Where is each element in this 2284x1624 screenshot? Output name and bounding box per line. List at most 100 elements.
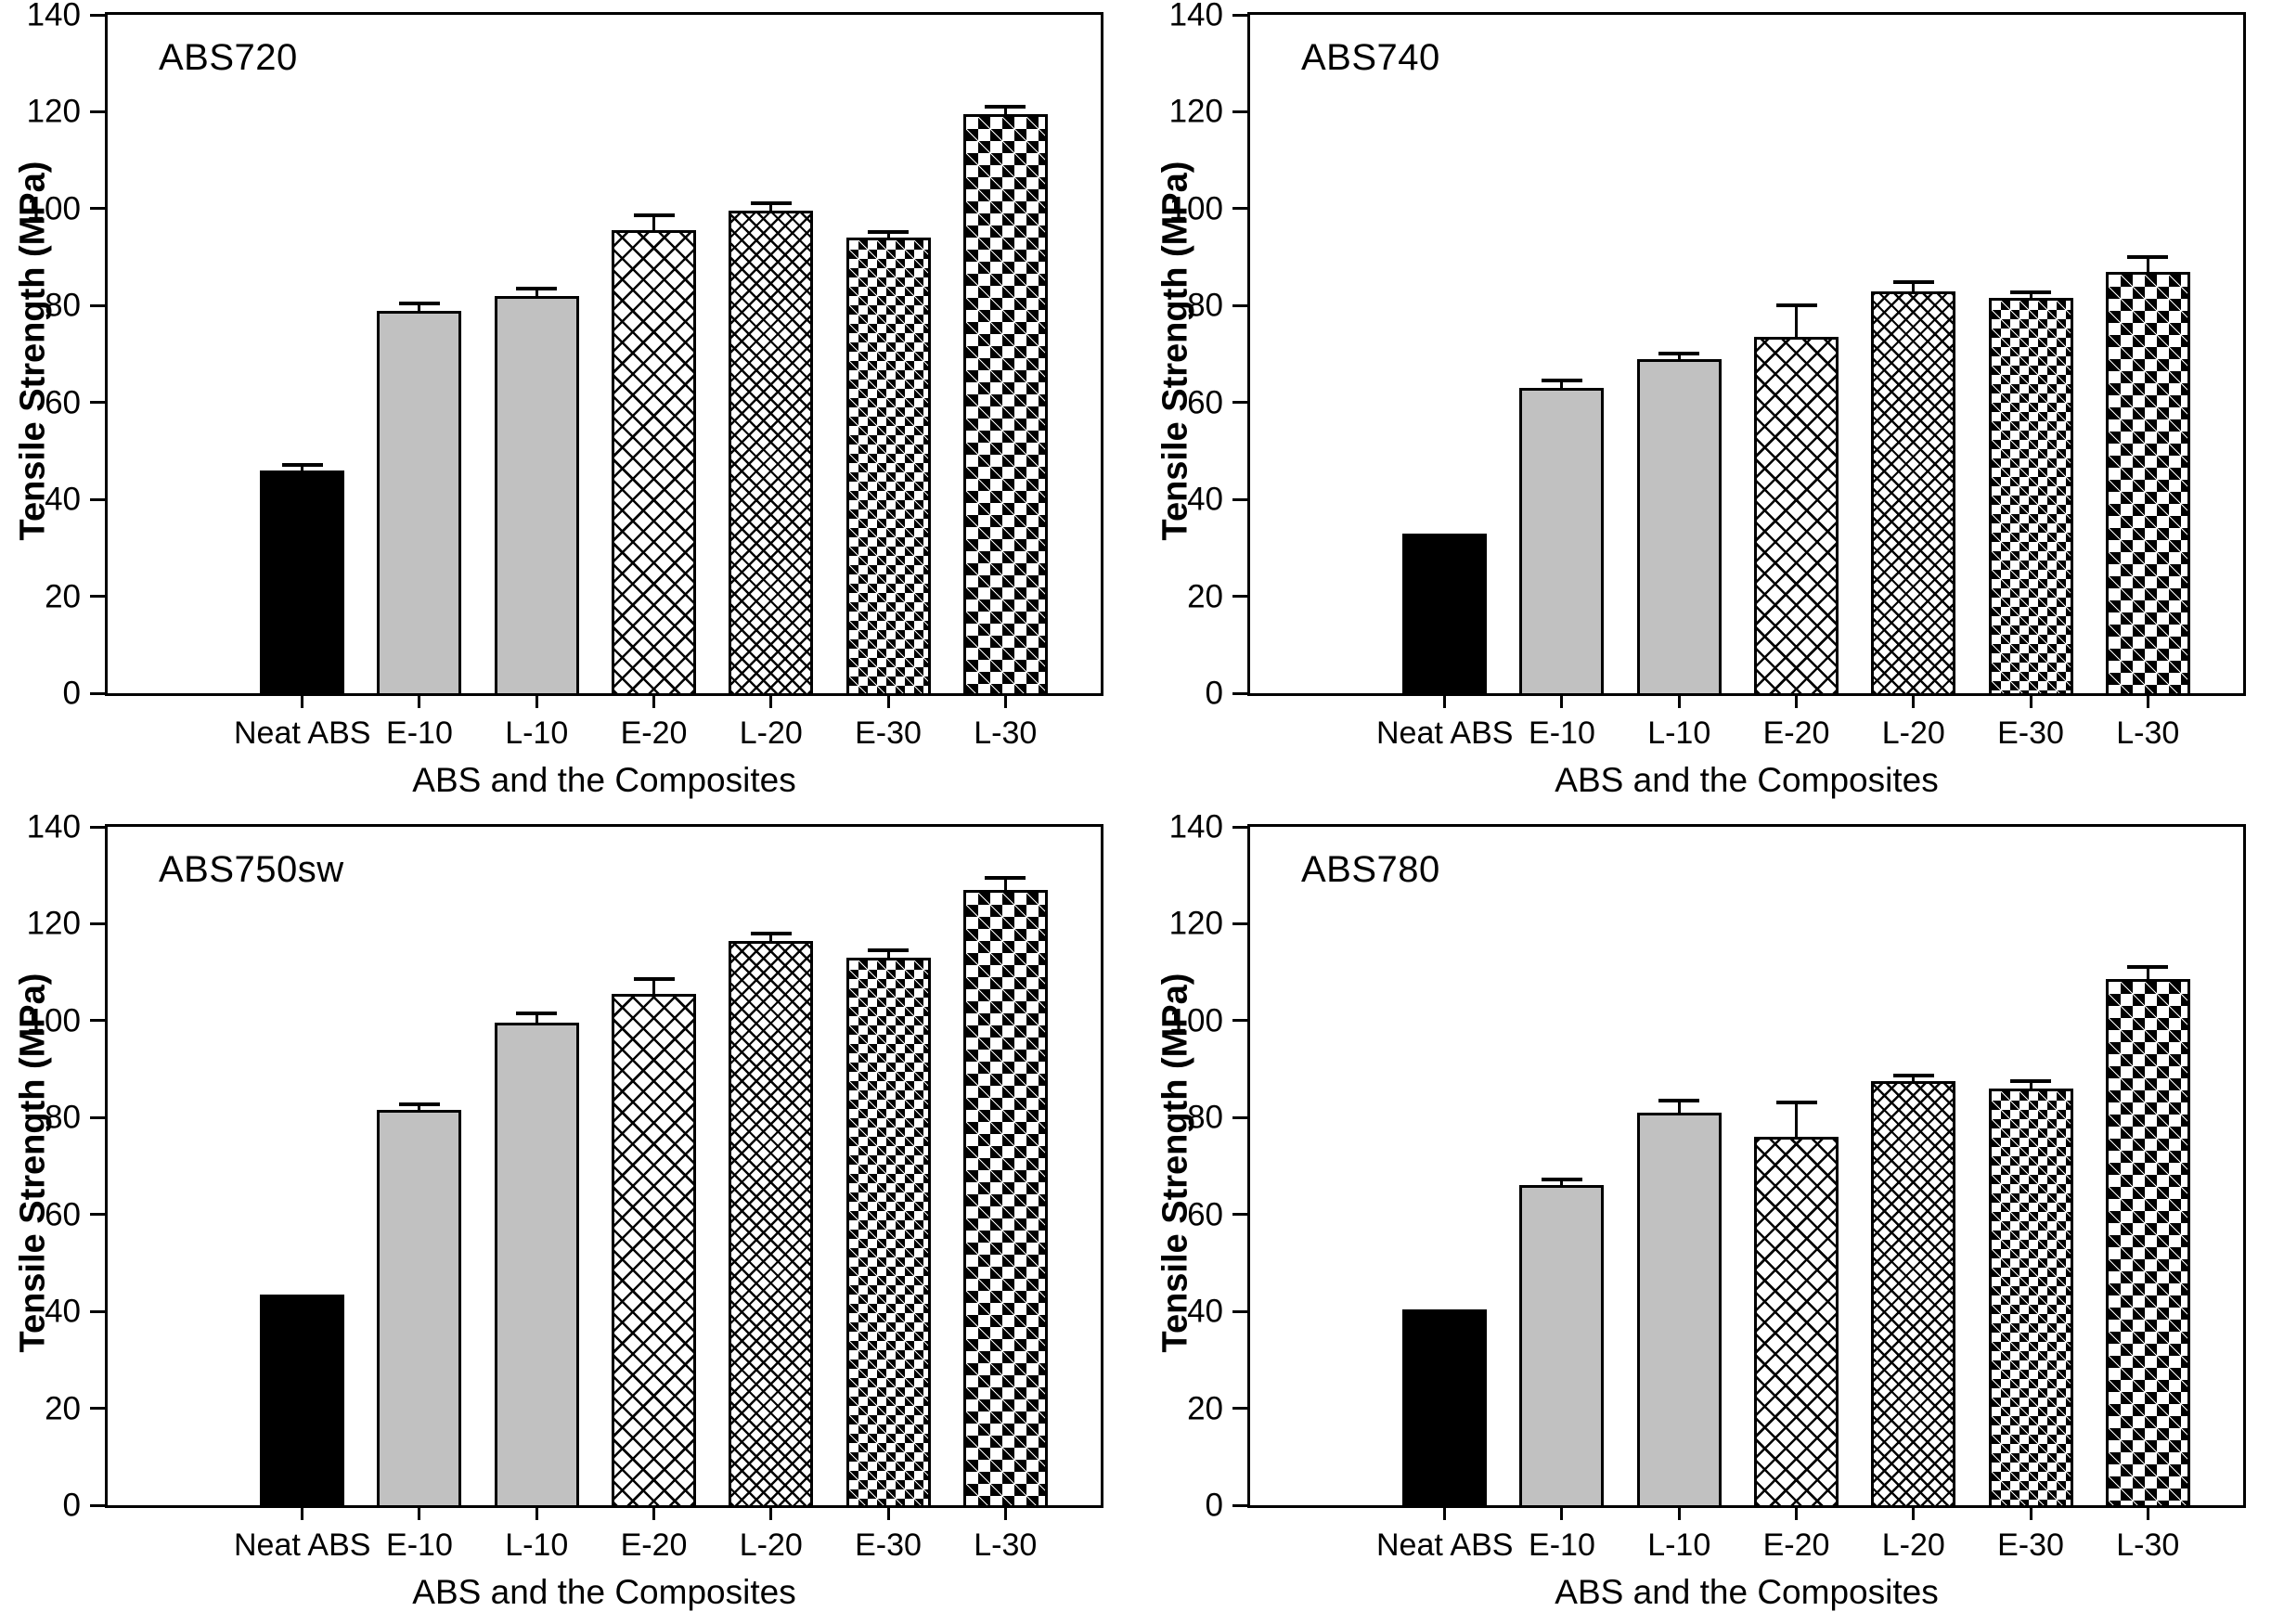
bar [612,230,696,693]
error-bar-cap [633,213,675,217]
y-axis-tick [90,1407,105,1411]
bar [1871,291,1956,693]
y-axis-tick [1232,1213,1247,1217]
y-axis-tick [1232,303,1247,307]
y-tick-label: 80 [45,287,81,324]
y-axis-tick [1232,691,1247,695]
y-axis-tick [1232,1019,1247,1023]
y-axis-tick [90,1019,105,1023]
error-bar-cap [2010,290,2052,294]
bar [377,1110,462,1505]
error-bar-line [1560,380,1564,388]
x-axis-tick [1912,696,1916,708]
y-axis-tick [1232,497,1247,501]
bar [845,238,931,693]
y-tick-label: 100 [26,190,81,227]
chart-panel-abs720: Tensile Strength (MPa) ABS720 0 20 40 60 80 1… [0,0,1142,812]
error-bar-line [1003,878,1007,890]
plot-area: ABS750sw 0 20 40 60 80 100 120 140 Neat ABS E-10 L… [27,811,1103,1563]
bar [1754,1137,1839,1505]
error-bar-line [1795,1102,1798,1137]
bar [729,941,814,1505]
bar [1988,298,2073,693]
y-tick-label: 140 [1168,808,1223,845]
x-category-label: E-20 [1762,1527,1830,1563]
bar [1402,534,1488,693]
y-axis-tick [1232,595,1247,599]
x-category-label: L-20 [1881,715,1945,751]
y-axis-tick [90,13,105,17]
bar [1636,359,1722,693]
bar [260,1295,345,1505]
x-category-label: L-30 [974,715,1038,751]
x-axis-tick [1003,696,1007,708]
error-bar-line [535,289,538,296]
y-tick-label: 40 [45,1293,81,1330]
error-bar-line [1795,305,1798,337]
error-bar-line [1912,1076,1916,1081]
x-category-label: E-20 [620,715,688,751]
x-category-label: L-10 [1647,1527,1711,1563]
error-bar-cap [985,105,1026,109]
x-axis-tick [652,1508,655,1520]
y-axis-tick [90,922,105,925]
x-axis-tick [1003,1508,1007,1520]
y-axis-tick [90,691,105,695]
y-tick-label: 20 [45,1390,81,1427]
y-tick-label: 0 [1205,1487,1223,1524]
error-bar-line [652,215,655,230]
error-bar-cap [985,876,1026,880]
x-category-label: L-30 [2116,1527,2180,1563]
y-axis-tick [1232,825,1247,829]
error-bar-cap [633,977,675,981]
error-bar-cap [868,948,910,952]
x-axis-title: ABS and the Composites [1555,761,1939,799]
y-tick-label: 140 [26,0,81,33]
y-tick-label: 0 [62,1487,81,1524]
y-axis-tick [90,595,105,599]
x-category-label: E-30 [1997,1527,2064,1563]
error-bar-cap [1658,1099,1700,1102]
error-bar-cap [1892,1074,1934,1077]
error-bar-line [418,303,421,311]
bar [1988,1089,2073,1505]
y-tick-label: 40 [1187,481,1223,518]
y-axis-tick [90,1213,105,1217]
chart-title: ABS720 [159,37,298,78]
bar [845,958,931,1505]
error-bar-line [535,1013,538,1023]
x-category-label: Neat ABS [1376,715,1514,751]
y-tick-label: 140 [26,808,81,845]
error-bar-line [2029,1081,2032,1089]
y-tick-label: 60 [1187,384,1223,421]
y-tick-label: 100 [1168,190,1223,227]
x-axis-tick [1677,1508,1681,1520]
y-tick-label: 0 [1205,675,1223,712]
error-bar-cap [750,201,792,205]
error-bar-cap [1658,352,1700,355]
x-axis-tick [418,1508,421,1520]
bar [729,211,814,693]
plot-area: ABS720 0 20 40 60 80 100 120 140 Neat ABS E-10 L-1… [27,0,1103,751]
x-axis-tick [535,696,538,708]
chart-panel-abs740: Tensile Strength (MPa) ABS740 0 20 40 60 80 1… [1142,0,2284,812]
y-tick-label: 120 [26,905,81,942]
x-axis-title: ABS and the Composites [1555,1573,1939,1611]
error-bar-line [2146,257,2149,272]
x-axis-tick [1560,696,1564,708]
error-bar-line [2029,292,2032,298]
error-bar-cap [398,302,440,305]
chart-title: ABS740 [1301,37,1440,78]
x-axis-tick [769,1508,773,1520]
x-category-label: L-20 [739,1527,803,1563]
x-axis-tick [769,696,773,708]
x-axis-tick [2029,696,2032,708]
bar [494,296,579,693]
y-tick-label: 120 [1168,905,1223,942]
x-axis-tick [1795,696,1798,708]
bar [1519,388,1605,693]
y-tick-label: 40 [1187,1293,1223,1330]
bar [1754,337,1839,693]
error-bar-line [1677,354,1681,359]
